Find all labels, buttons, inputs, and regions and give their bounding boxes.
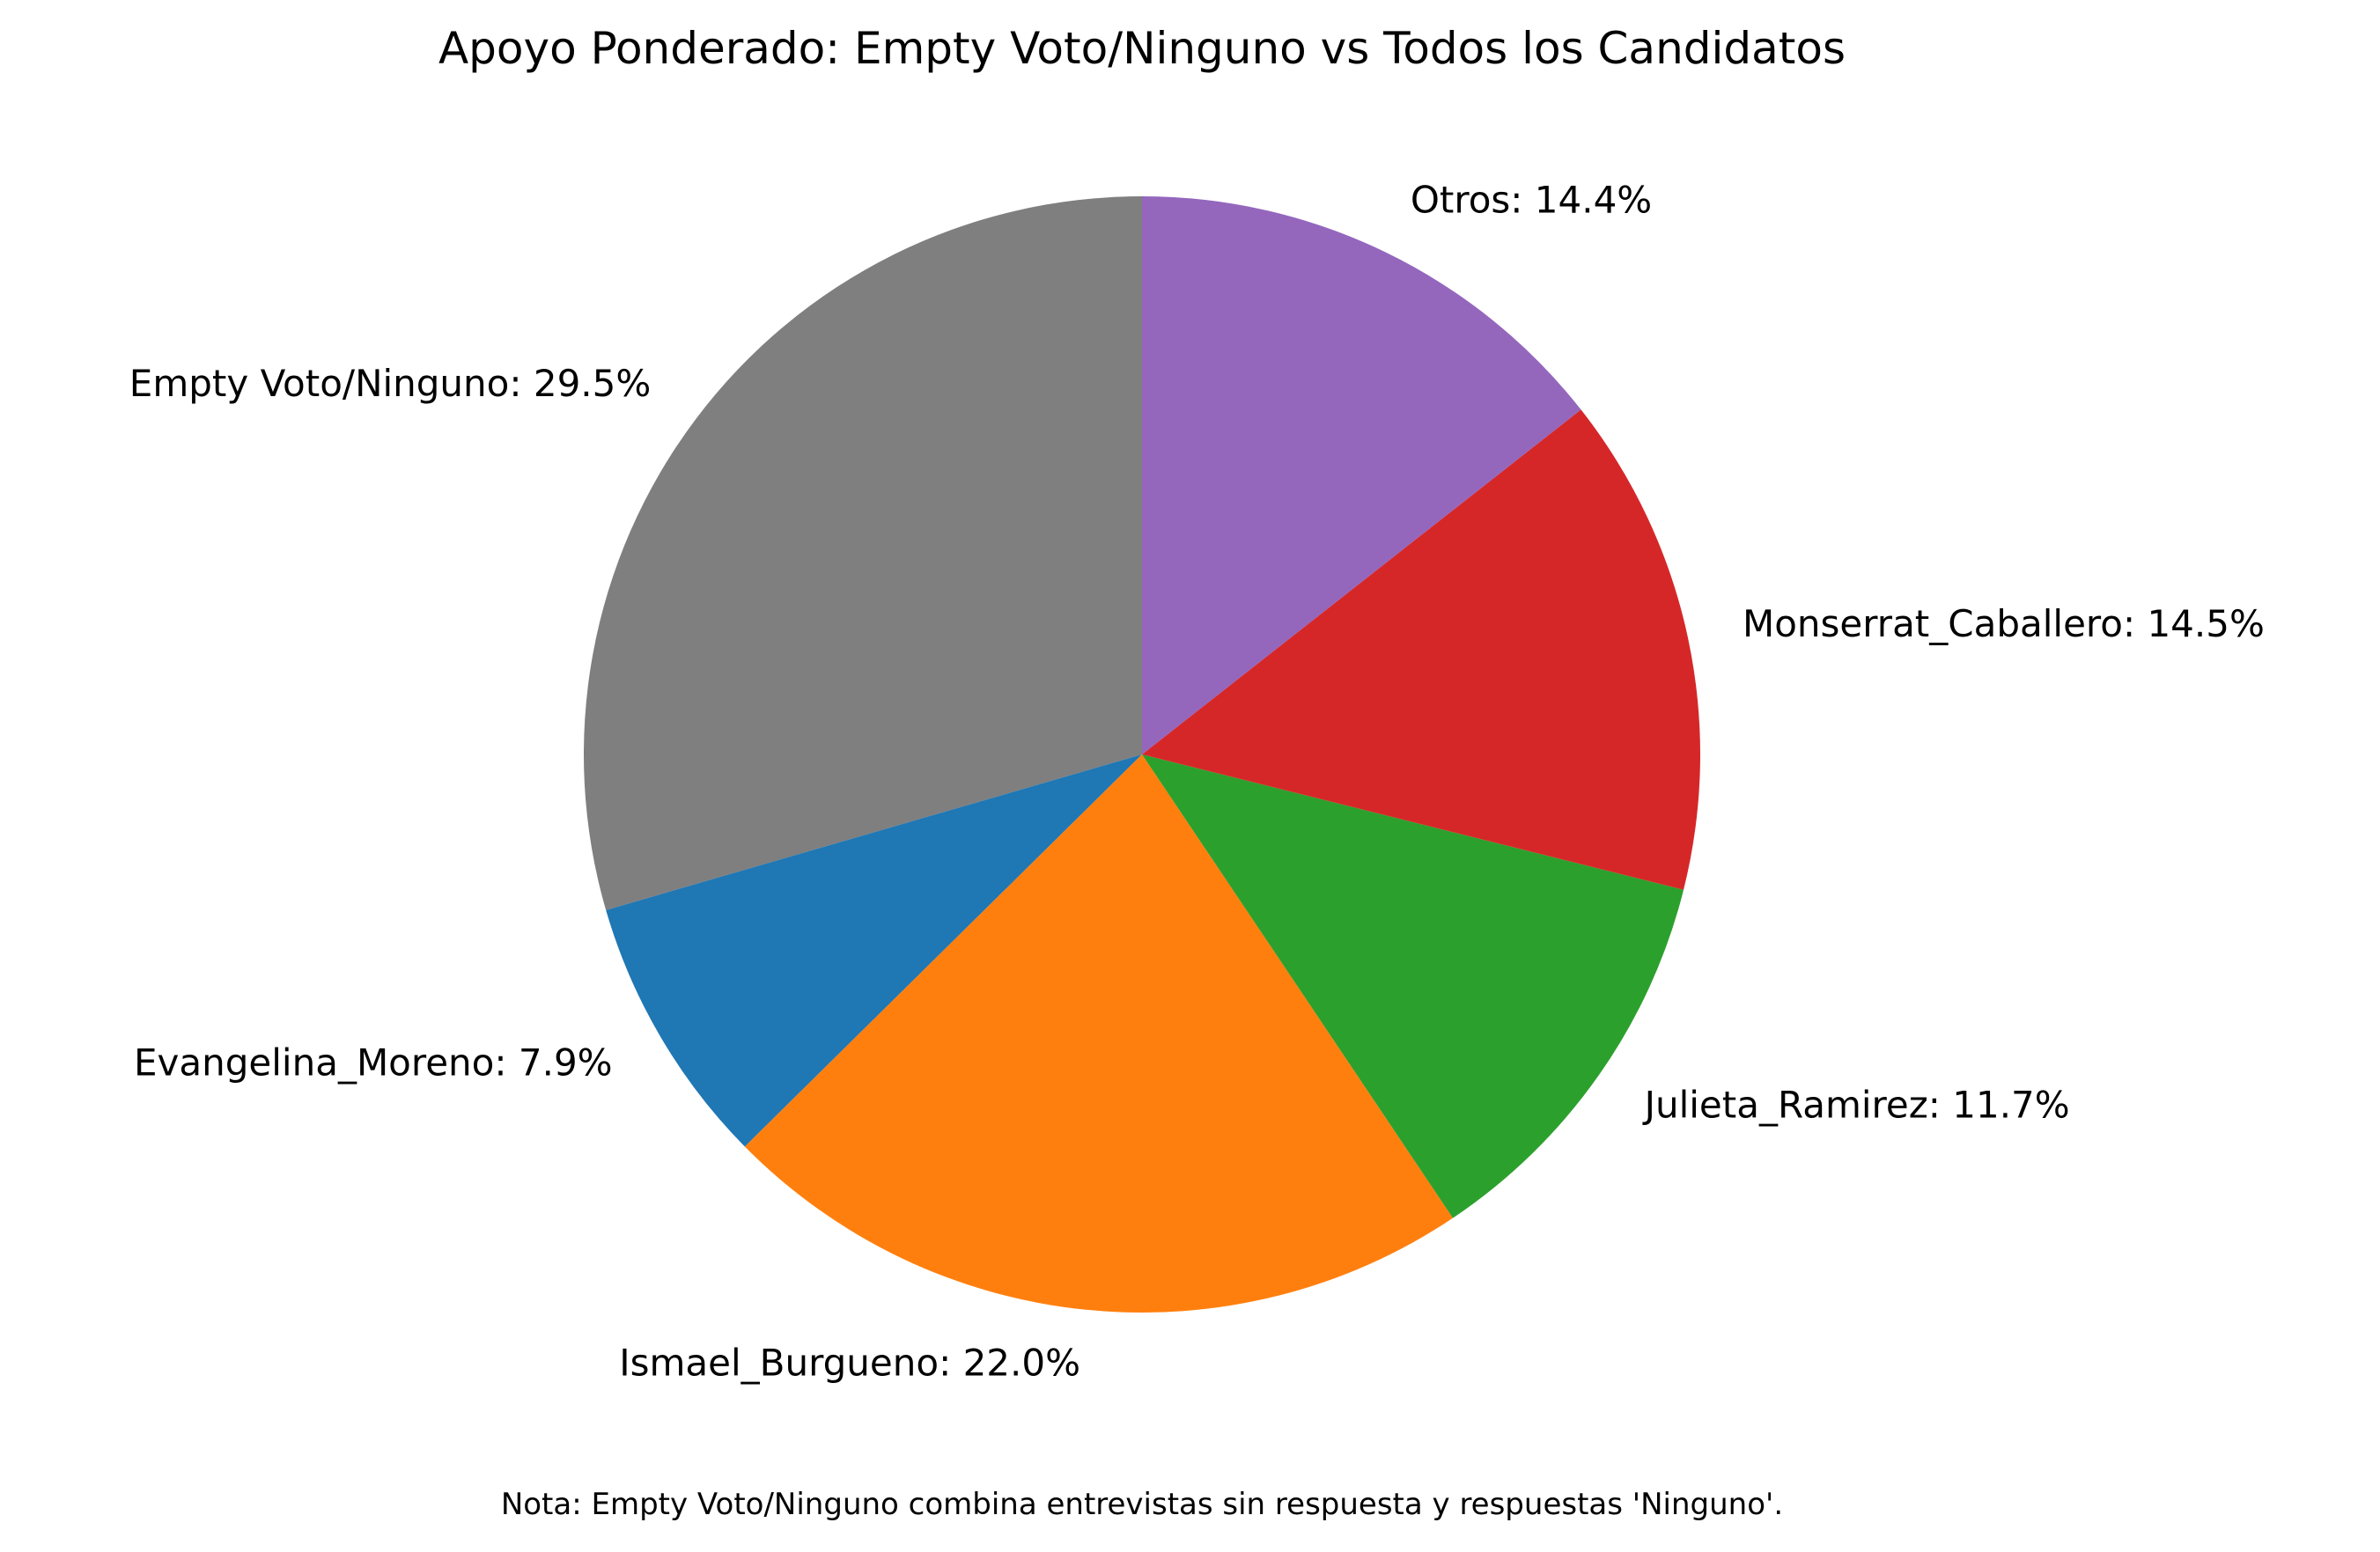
pie-slice-monserrat-caballero bbox=[1142, 409, 1700, 890]
slice-labels: Empty Voto/Ninguno: 29.5% Evangelina_More… bbox=[129, 178, 2265, 1384]
pie-slice-evangelina-moreno bbox=[606, 754, 1142, 1147]
slice-label-otros: Otros: 14.4% bbox=[1411, 178, 1652, 221]
pie-slices bbox=[584, 196, 1700, 1313]
pie-slice-otros bbox=[1142, 196, 1581, 754]
slice-label-julieta-ramirez: Julieta_Ramirez: 11.7% bbox=[1642, 1084, 2070, 1127]
slice-label-monserrat-caballero: Monserrat_Caballero: 14.5% bbox=[1743, 602, 2265, 645]
slice-label-empty-voto-ninguno: Empty Voto/Ninguno: 29.5% bbox=[129, 362, 652, 405]
pie-slice-ismael-burgueno bbox=[744, 754, 1454, 1313]
slice-label-evangelina-moreno: Evangelina_Moreno: 7.9% bbox=[134, 1041, 613, 1085]
pie-slice-julieta-ramirez bbox=[1142, 754, 1684, 1218]
pie-slice-empty-voto-ninguno bbox=[584, 196, 1142, 910]
slice-label-ismael-burgueno: Ismael_Burgueno: 22.0% bbox=[619, 1341, 1080, 1384]
chart-title: Apoyo Ponderado: Empty Voto/Ninguno vs T… bbox=[438, 23, 1846, 74]
chart-note: Nota: Empty Voto/Ninguno combina entrevi… bbox=[501, 1487, 1783, 1522]
